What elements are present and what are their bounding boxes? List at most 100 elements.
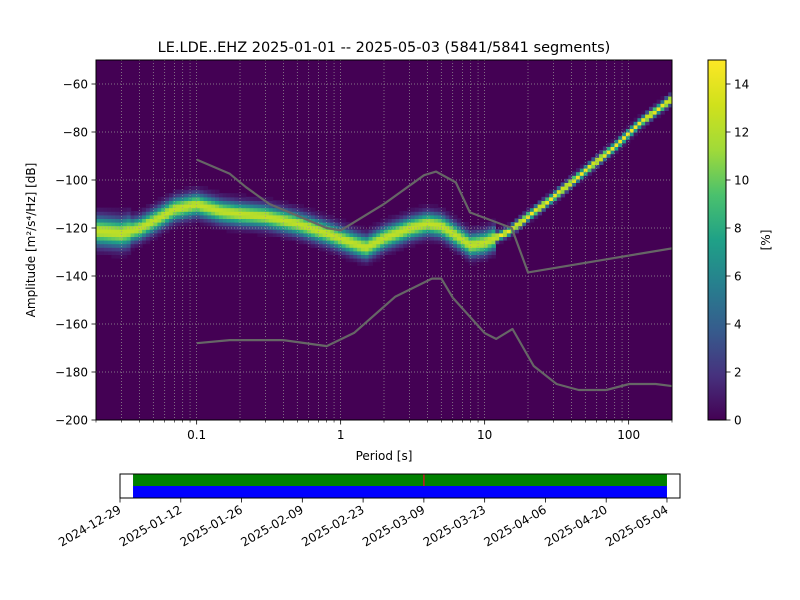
heatmap-cell [257,207,262,212]
heatmap-cell [349,232,354,237]
heatmap-cell [111,218,116,223]
heatmap-cell [107,247,112,252]
heatmap-cell [591,160,596,165]
heatmap-cell [533,214,539,219]
heatmap-cell [579,175,585,180]
heatmap-cell [587,164,592,169]
heatmap-cell [276,218,281,223]
heatmap-cell [161,218,166,223]
heatmap-cell [161,204,166,209]
heatmap-cell [510,225,516,230]
heatmap-cell [610,146,615,151]
heatmap-cell [399,232,404,237]
heatmap-cell [130,222,135,227]
heatmap-cell [376,240,381,245]
heatmap-cell [249,207,255,212]
heatmap-cell [241,204,247,209]
heatmap-cell [134,229,139,234]
heatmap-cell [472,247,477,252]
heatmap-cell [261,232,266,237]
heatmap-cell [261,211,266,216]
heatmap-cell [602,153,608,158]
heatmap-cell [564,182,569,187]
heatmap-cell [349,236,354,241]
heatmap-cell [606,153,612,158]
heatmap-cell [330,232,335,237]
heatmap-cell [376,250,381,255]
heatmap-cell [433,218,439,223]
heatmap-cell [276,214,281,219]
heatmap-cell [341,250,347,255]
heatmap-cell [491,229,496,234]
heatmap-cell [215,207,220,212]
heatmap-cell [380,243,385,248]
heatmap-cell [284,229,289,234]
heatmap-cell [480,240,485,245]
heatmap-cell [648,117,654,122]
heatmap-cell [322,240,327,245]
heatmap-cell [288,218,293,223]
heatmap-cell [418,232,423,237]
heatmap-cell [453,243,458,248]
heatmap-cell [307,211,312,216]
heatmap-cell [192,204,197,209]
heatmap-cell [272,229,278,234]
heatmap-cell [441,225,447,230]
heatmap-cell [180,189,185,194]
heatmap-cell [107,211,112,216]
heatmap-cell [264,196,270,201]
heatmap-cell [330,236,335,241]
heatmap-cell [234,204,239,209]
heatmap-cell [222,218,228,223]
heatmap-cell [433,236,439,241]
heatmap-cell [203,207,208,212]
heatmap-cell [307,229,312,234]
heatmap-cell [472,232,477,237]
heatmap-cell [368,243,374,248]
heatmap-cell [149,211,155,216]
heatmap-cell [622,135,627,140]
heatmap-cell [456,229,462,234]
heatmap-cell [122,222,128,227]
x-axis-ticks: 0.1 1 10 100 [95,420,673,442]
heatmap-cell [449,236,454,241]
heatmap-cell [307,214,312,219]
heatmap-cell [107,218,112,223]
heatmap-cell [303,232,308,237]
heatmap-cell [599,153,604,158]
heatmap-cell [430,222,435,227]
heatmap-cell [564,178,569,183]
heatmap-cell [96,218,101,223]
heatmap-cell [556,193,562,198]
heatmap-cell [115,232,120,237]
heatmap-cell [395,247,400,252]
heatmap-cell [138,211,143,216]
heatmap-cell [241,214,247,219]
heatmap-cell [103,211,109,216]
heatmap-cell [122,254,128,259]
heatmap-cell [261,200,266,205]
heatmap-cell [430,240,435,245]
heatmap-cell [529,204,535,209]
heatmap-cell [149,232,155,237]
heatmap-cell [552,189,558,194]
heatmap-cell [138,222,143,227]
heatmap-cell [230,204,235,209]
heatmap-cell [633,132,639,137]
heatmap-cell [410,232,416,237]
heatmap-cell [172,204,178,209]
heatmap-cell [337,250,343,255]
heatmap-cell [556,196,562,201]
heatmap-cell [176,218,182,223]
heatmap-cell [418,204,423,209]
heatmap-cell [357,254,362,259]
heatmap-cell [199,207,205,212]
heatmap-cell [622,132,627,137]
heatmap-cell [291,204,297,209]
heatmap-cell [103,207,109,212]
heatmap-cell [172,211,178,216]
heatmap-cell [157,196,162,201]
heatmap-cell [360,258,366,263]
heatmap-cell [368,261,374,266]
heatmap-cell [230,222,235,227]
